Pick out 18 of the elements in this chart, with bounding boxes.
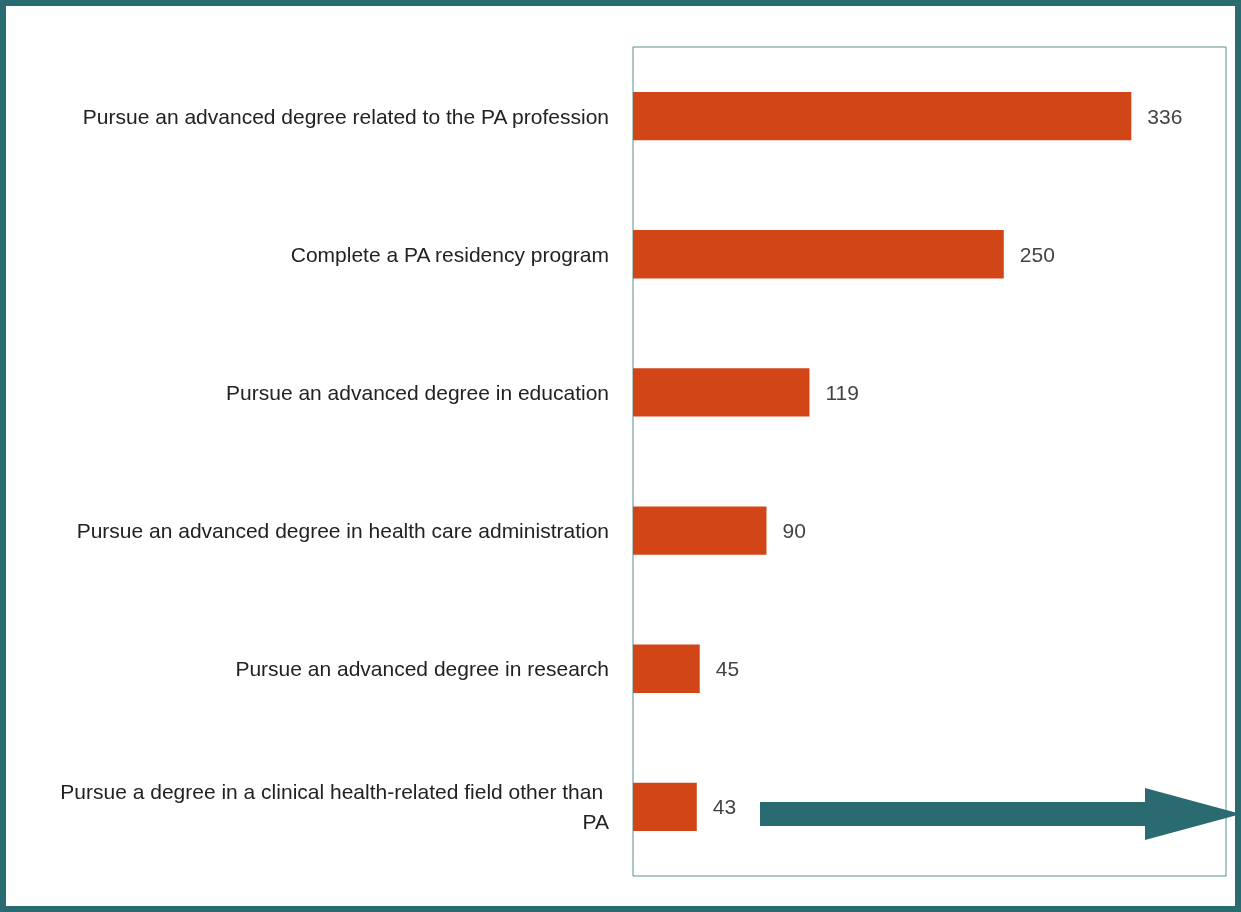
bar [633, 230, 1004, 279]
bar [633, 368, 810, 417]
data-label: 119 [825, 380, 859, 404]
bar [633, 782, 697, 832]
bar [633, 506, 767, 555]
data-label: 45 [715, 657, 740, 681]
data-label: 336 [1147, 104, 1183, 128]
data-label: 90 [782, 519, 806, 543]
bar [633, 91, 1132, 141]
y-tick-label: Pursue a degree in a clinical health-related field other than PA [60, 780, 609, 834]
y-tick-label: Pursue an advanced degree related to the PA profession [82, 104, 609, 128]
data-label: 43 [712, 795, 737, 819]
y-tick-label: Pursue an advanced degree in education [226, 380, 609, 404]
y-tick-label: Pursue an advanced degree in health care administration [76, 519, 609, 543]
y-tick-label: Complete a PA residency program [290, 242, 609, 266]
data-label: 250 [1019, 242, 1055, 266]
bar [633, 644, 700, 693]
y-tick-label: Pursue an advanced degree in research [235, 657, 609, 681]
